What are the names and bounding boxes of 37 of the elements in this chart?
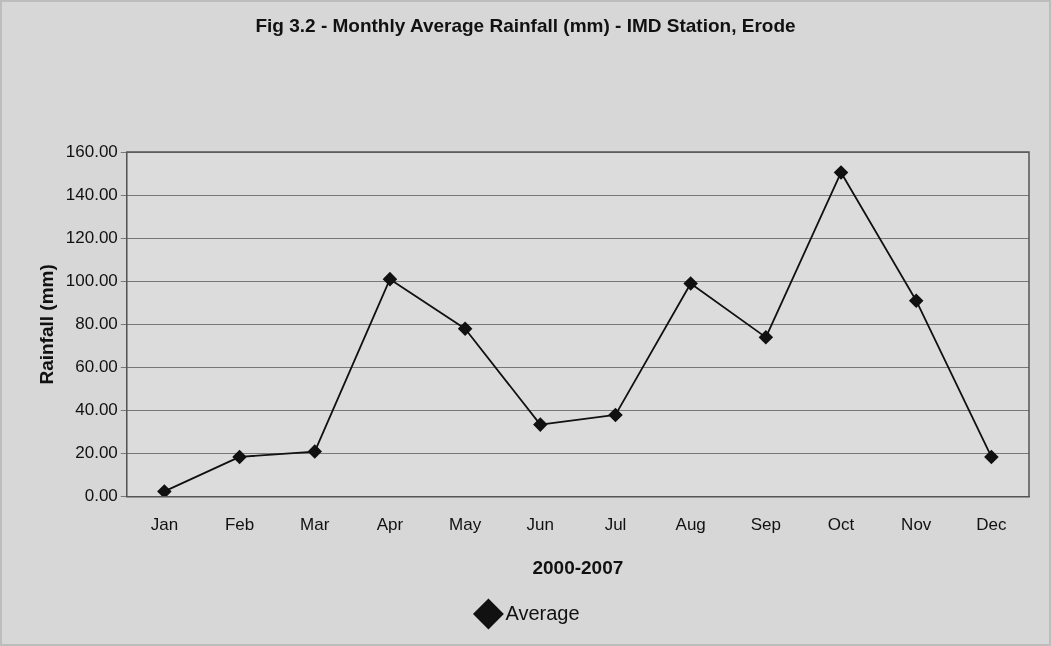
point	[984, 450, 999, 464]
point	[683, 276, 698, 291]
x-tick-label: Aug	[675, 514, 706, 534]
legend-label: Average	[505, 601, 580, 624]
x-tick-label: Jan	[150, 514, 179, 534]
y-tick-label: 40.00	[75, 400, 118, 420]
y-tick-label: 0.00	[84, 486, 118, 506]
x-tick-label: Apr	[376, 514, 404, 534]
y-tick-label: 80.00	[75, 314, 118, 334]
y-tick-label: 60.00	[75, 357, 118, 377]
y-tick-label: 20.00	[75, 443, 118, 463]
point	[383, 272, 397, 287]
point	[533, 417, 548, 432]
y-axis-title: Rainfall (mm)	[35, 264, 57, 385]
x-tick-label: Jun	[526, 514, 555, 534]
point	[608, 408, 623, 422]
x-tick-label: Nov	[901, 514, 932, 534]
x-axis-title: 2000-2007	[532, 556, 624, 578]
y-tick-label: 140.00	[65, 184, 118, 204]
x-tick-label: Mar	[300, 514, 330, 534]
x-tick-label: Sep	[750, 514, 781, 534]
point	[157, 484, 172, 497]
y-tick-label: 100.00	[65, 270, 118, 290]
x-tick-label: Feb	[224, 514, 255, 534]
x-tick-label: May	[449, 514, 482, 534]
point	[834, 165, 848, 180]
point	[758, 330, 773, 345]
x-tick-label: Oct	[827, 514, 855, 534]
point	[232, 450, 247, 464]
chart-title: Fig 3.2 - Monthly Average Rainfall (mm) - IMD Station, Erode	[254, 14, 797, 38]
point	[909, 293, 924, 308]
x-tick-label: Jul	[604, 514, 627, 534]
y-tick-label: 160.00	[65, 141, 118, 161]
point	[307, 444, 322, 459]
y-tick-label: 120.00	[65, 227, 118, 247]
point	[458, 321, 473, 336]
x-tick-label: Dec	[976, 514, 1008, 534]
